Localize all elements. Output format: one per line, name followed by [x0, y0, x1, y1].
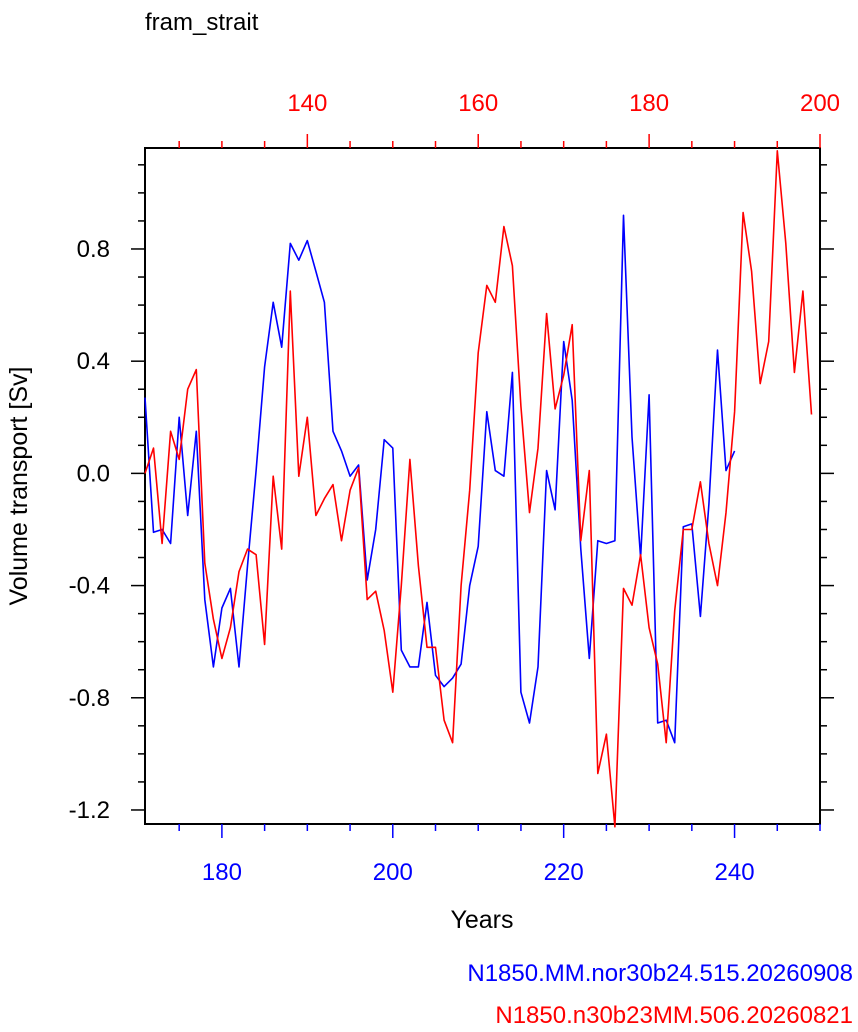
y-axis-label: Volume transport [Sv] [5, 366, 33, 605]
y-tick-label: -1.2 [69, 797, 110, 824]
legend-series-1: N1850.MM.nor30b24.515.20260908 [467, 960, 853, 987]
series-line-2 [144, 150, 813, 828]
x-top-tick-label: 180 [629, 90, 669, 117]
series-line-1 [144, 214, 736, 744]
chart-title: fram_strait [145, 9, 259, 36]
tick-labels: 0.8 0.4 0.0 -0.4 -0.8 -1.2 180 200 220 240 140 160 1… [69, 90, 840, 886]
x-top-tick-label: 160 [458, 90, 498, 117]
y-tick-label: -0.8 [69, 685, 110, 712]
x-bottom-tick-label: 240 [715, 859, 755, 886]
axis-ticks [131, 134, 834, 838]
legend-series-2: N1850.n30b23MM.506.20260821 [495, 1002, 853, 1029]
y-tick-label: 0.0 [77, 460, 110, 487]
x-bottom-tick-label: 200 [373, 859, 413, 886]
x-top-tick-label: 140 [287, 90, 327, 117]
y-tick-label: 0.4 [77, 348, 110, 375]
plot-frame [144, 147, 821, 825]
y-tick-label: -0.4 [69, 573, 110, 600]
x-axis-label: Years [450, 906, 513, 934]
y-tick-label: 0.8 [77, 236, 110, 263]
x-bottom-tick-label: 180 [202, 859, 242, 886]
x-bottom-tick-label: 220 [544, 859, 584, 886]
series-lines [144, 150, 813, 828]
x-top-tick-label: 200 [800, 90, 840, 117]
